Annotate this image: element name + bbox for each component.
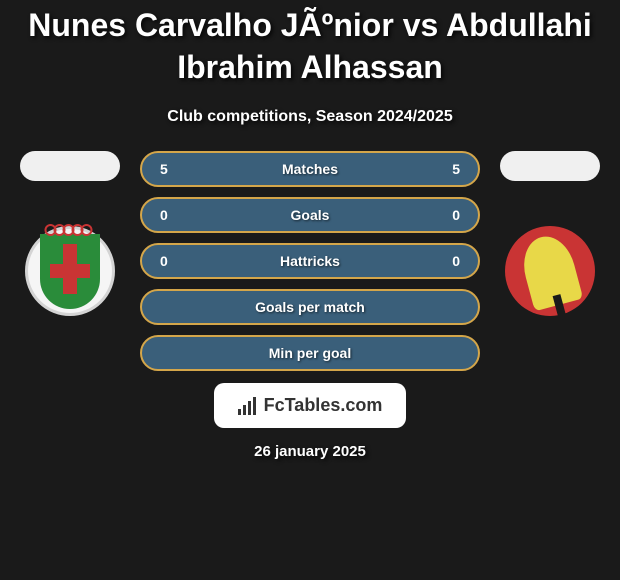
stat-pill: 5 Matches 5 <box>140 151 480 187</box>
stat-row-goals-per-match: Goals per match <box>140 289 480 325</box>
stat-left-value: 0 <box>160 207 168 223</box>
page-title: Nunes Carvalho JÃºnior vs Abdullahi Ibra… <box>0 5 620 88</box>
left-badge-rings-icon <box>48 224 93 236</box>
left-player-photo-placeholder <box>20 151 120 181</box>
stat-pill: Min per goal <box>140 335 480 371</box>
stat-label: Goals <box>291 207 330 223</box>
date-label: 26 january 2025 <box>254 443 366 460</box>
main-container: Nunes Carvalho JÃºnior vs Abdullahi Ibra… <box>0 0 620 580</box>
stat-pill: 0 Hattricks 0 <box>140 243 480 279</box>
right-badge-racket-icon <box>517 231 583 312</box>
stat-label: Goals per match <box>255 299 365 315</box>
left-badge-cross-horizontal <box>50 264 90 278</box>
stat-row-goals: 0 Goals 0 <box>140 197 480 233</box>
left-club-badge <box>25 226 115 316</box>
right-player-photo-placeholder <box>500 151 600 181</box>
stat-row-min-per-goal: Min per goal <box>140 335 480 371</box>
stat-right-value: 5 <box>452 161 460 177</box>
right-club-badge <box>505 226 595 316</box>
stat-left-value: 5 <box>160 161 168 177</box>
stat-right-value: 0 <box>452 253 460 269</box>
watermark-badge: FcTables.com <box>214 383 407 428</box>
comparison-section: 5 Matches 5 0 Goals 0 0 Hattricks 0 <box>0 151 620 371</box>
stat-label: Min per goal <box>269 345 351 361</box>
right-player-column <box>500 151 600 316</box>
stat-row-hattricks: 0 Hattricks 0 <box>140 243 480 279</box>
stat-row-matches: 5 Matches 5 <box>140 151 480 187</box>
bar-chart-icon <box>238 397 256 415</box>
stat-left-value: 0 <box>160 253 168 269</box>
stats-column: 5 Matches 5 0 Goals 0 0 Hattricks 0 <box>140 151 480 371</box>
subtitle: Club competitions, Season 2024/2025 <box>167 108 452 126</box>
stat-label: Matches <box>282 161 338 177</box>
right-badge-racket-handle <box>553 294 567 320</box>
stat-pill: 0 Goals 0 <box>140 197 480 233</box>
stat-right-value: 0 <box>452 207 460 223</box>
left-badge-shield <box>40 234 100 309</box>
stat-label: Hattricks <box>280 253 340 269</box>
left-player-column <box>20 151 120 316</box>
stat-pill: Goals per match <box>140 289 480 325</box>
watermark-text: FcTables.com <box>264 395 383 416</box>
